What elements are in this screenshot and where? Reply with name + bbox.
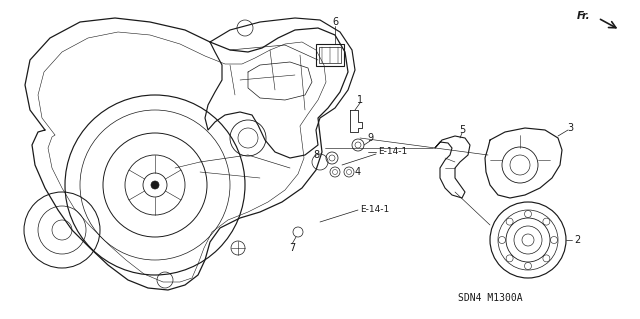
Text: SDN4 M1300A: SDN4 M1300A xyxy=(458,293,522,303)
Text: 6: 6 xyxy=(332,17,338,27)
Text: 9: 9 xyxy=(367,133,373,143)
Bar xyxy=(316,44,344,66)
Bar xyxy=(319,47,341,63)
Text: 4: 4 xyxy=(355,167,361,177)
Text: 7: 7 xyxy=(289,243,295,253)
Text: E-14-1: E-14-1 xyxy=(378,147,407,157)
Text: 8: 8 xyxy=(314,150,320,160)
Circle shape xyxy=(151,181,159,189)
Text: E-14-1: E-14-1 xyxy=(360,205,389,214)
Text: 3: 3 xyxy=(567,123,573,133)
Text: Fr.: Fr. xyxy=(577,11,590,21)
Text: 5: 5 xyxy=(459,125,465,135)
Text: 1: 1 xyxy=(357,95,363,105)
Text: 2: 2 xyxy=(574,235,580,245)
